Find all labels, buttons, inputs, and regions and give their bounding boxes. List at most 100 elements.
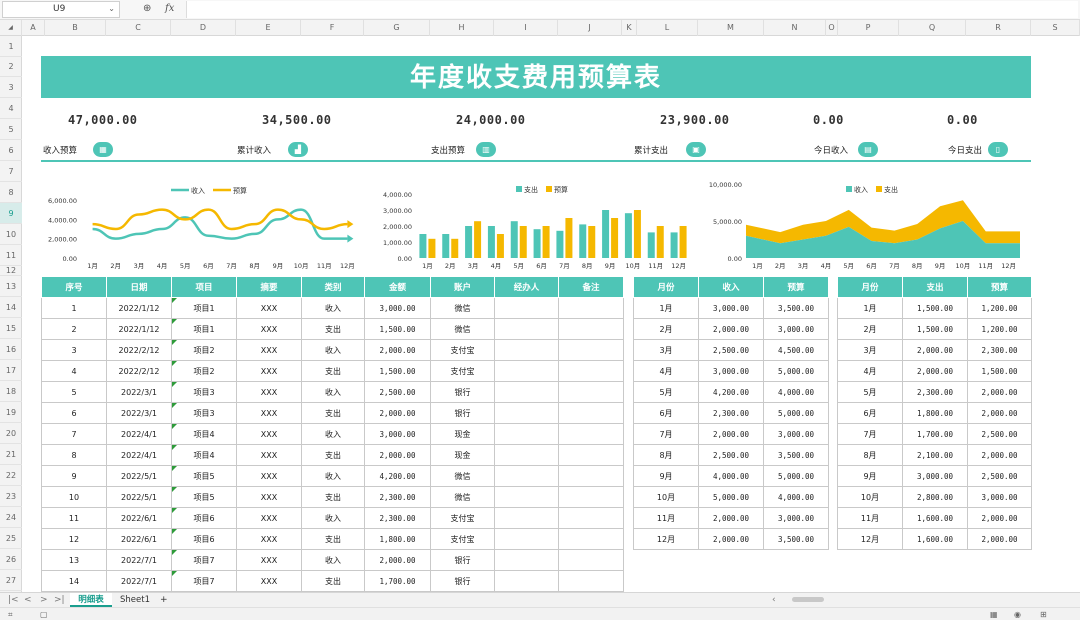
income-cell[interactable]: 5月	[633, 381, 699, 403]
detail-cell[interactable]: 银行	[430, 402, 495, 424]
expense-cell[interactable]: 2,300.00	[967, 339, 1032, 361]
expense-cell[interactable]: 1,200.00	[967, 297, 1032, 319]
detail-cell[interactable]	[558, 570, 624, 592]
income-cell[interactable]: 9月	[633, 465, 699, 487]
detail-cell[interactable]: 1,500.00	[364, 318, 431, 340]
detail-cell[interactable]	[558, 528, 624, 550]
expense-column-header[interactable]: 预算	[967, 276, 1032, 298]
expense-column-header[interactable]: 月份	[837, 276, 903, 298]
income-cell[interactable]: 3,000.00	[763, 507, 829, 529]
detail-column-header[interactable]: 经办人	[494, 276, 559, 298]
detail-cell[interactable]: 支出	[301, 528, 365, 550]
column-header[interactable]: O	[826, 20, 838, 36]
detail-cell[interactable]: 2,000.00	[364, 402, 431, 424]
name-box[interactable]: U9 ⌄	[2, 1, 120, 18]
expense-cell[interactable]: 1,600.00	[902, 528, 968, 550]
detail-cell[interactable]	[494, 444, 559, 466]
add-sheet-button[interactable]: +	[160, 595, 168, 605]
detail-cell[interactable]: 2022/2/12	[106, 360, 172, 382]
detail-cell[interactable]: 支出	[301, 360, 365, 382]
detail-cell[interactable]: 支付宝	[430, 360, 495, 382]
macro-icon[interactable]: ⌗	[8, 610, 13, 619]
detail-cell[interactable]	[558, 549, 624, 571]
income-cell[interactable]: 11月	[633, 507, 699, 529]
detail-cell[interactable]: 项目4	[171, 423, 237, 445]
expense-cell[interactable]: 2,300.00	[902, 381, 968, 403]
detail-column-header[interactable]: 账户	[430, 276, 495, 298]
detail-cell[interactable]: XXX	[236, 570, 302, 592]
row-header[interactable]: 1	[0, 36, 22, 57]
column-header[interactable]: E	[236, 20, 301, 36]
expense-cell[interactable]: 1,500.00	[902, 297, 968, 319]
detail-cell[interactable]: 微信	[430, 465, 495, 487]
document-status-icon[interactable]: ▢	[40, 610, 48, 619]
row-header[interactable]: 14	[0, 297, 22, 318]
detail-cell[interactable]: 2022/3/1	[106, 381, 172, 403]
row-header[interactable]: 13	[0, 276, 22, 297]
detail-cell[interactable]: 2	[41, 318, 107, 340]
detail-cell[interactable]: 2,300.00	[364, 486, 431, 508]
column-header[interactable]: D	[171, 20, 236, 36]
detail-cell[interactable]: 2022/6/1	[106, 507, 172, 529]
income-cell[interactable]: 3,500.00	[763, 297, 829, 319]
expense-cell[interactable]: 8月	[837, 444, 903, 466]
detail-cell[interactable]: 项目6	[171, 528, 237, 550]
row-header[interactable]: 19	[0, 402, 22, 423]
function-icon[interactable]: fx	[165, 3, 175, 14]
detail-cell[interactable]	[494, 486, 559, 508]
scroll-left-icon[interactable]: ‹	[772, 595, 776, 605]
detail-cell[interactable]: 4,200.00	[364, 465, 431, 487]
expense-cell[interactable]: 2,000.00	[967, 381, 1032, 403]
detail-cell[interactable]	[494, 297, 559, 319]
column-header[interactable]: S	[1031, 20, 1080, 36]
row-header[interactable]: 6	[0, 140, 22, 161]
detail-cell[interactable]: 项目5	[171, 486, 237, 508]
column-header[interactable]: F	[301, 20, 364, 36]
income-cell[interactable]: 4,000.00	[763, 381, 829, 403]
detail-cell[interactable]	[558, 423, 624, 445]
detail-cell[interactable]: XXX	[236, 402, 302, 424]
income-cell[interactable]: 12月	[633, 528, 699, 550]
expense-cell[interactable]: 2,000.00	[902, 360, 968, 382]
detail-cell[interactable]	[494, 528, 559, 550]
detail-cell[interactable]: 14	[41, 570, 107, 592]
detail-cell[interactable]: 支出	[301, 318, 365, 340]
detail-cell[interactable]: 项目1	[171, 297, 237, 319]
detail-cell[interactable]: 3,000.00	[364, 423, 431, 445]
detail-cell[interactable]	[494, 360, 559, 382]
sheet-tab[interactable]: 明细表	[70, 593, 112, 607]
detail-cell[interactable]: 收入	[301, 507, 365, 529]
detail-cell[interactable]	[494, 570, 559, 592]
detail-cell[interactable]: 10	[41, 486, 107, 508]
detail-cell[interactable]: 银行	[430, 549, 495, 571]
detail-column-header[interactable]: 项目	[171, 276, 237, 298]
row-header[interactable]: 3	[0, 77, 22, 98]
row-header[interactable]: 11	[0, 245, 22, 266]
income-cell[interactable]: 10月	[633, 486, 699, 508]
row-header[interactable]: 4	[0, 98, 22, 119]
expense-cell[interactable]: 2,000.00	[967, 528, 1032, 550]
expense-cell[interactable]: 2月	[837, 318, 903, 340]
expense-column-header[interactable]: 支出	[902, 276, 968, 298]
expense-cell[interactable]: 1,200.00	[967, 318, 1032, 340]
detail-cell[interactable]: 项目6	[171, 507, 237, 529]
detail-cell[interactable]: 13	[41, 549, 107, 571]
detail-cell[interactable]: XXX	[236, 423, 302, 445]
detail-cell[interactable]: 微信	[430, 297, 495, 319]
expense-cell[interactable]: 11月	[837, 507, 903, 529]
detail-cell[interactable]: 9	[41, 465, 107, 487]
select-all-corner[interactable]: ◢	[0, 20, 22, 36]
zoom-icon[interactable]: ⊕	[143, 3, 152, 14]
detail-cell[interactable]: XXX	[236, 507, 302, 529]
detail-cell[interactable]: XXX	[236, 444, 302, 466]
detail-cell[interactable]: XXX	[236, 486, 302, 508]
detail-cell[interactable]: 现金	[430, 444, 495, 466]
income-cell[interactable]: 3,000.00	[763, 423, 829, 445]
expense-cell[interactable]: 1,600.00	[902, 507, 968, 529]
layout-view-icon[interactable]: ⊞	[1040, 610, 1047, 619]
expense-cell[interactable]: 2,000.00	[967, 444, 1032, 466]
detail-cell[interactable]: 项目2	[171, 360, 237, 382]
detail-column-header[interactable]: 金额	[364, 276, 431, 298]
detail-cell[interactable]: XXX	[236, 528, 302, 550]
detail-cell[interactable]: 项目5	[171, 465, 237, 487]
